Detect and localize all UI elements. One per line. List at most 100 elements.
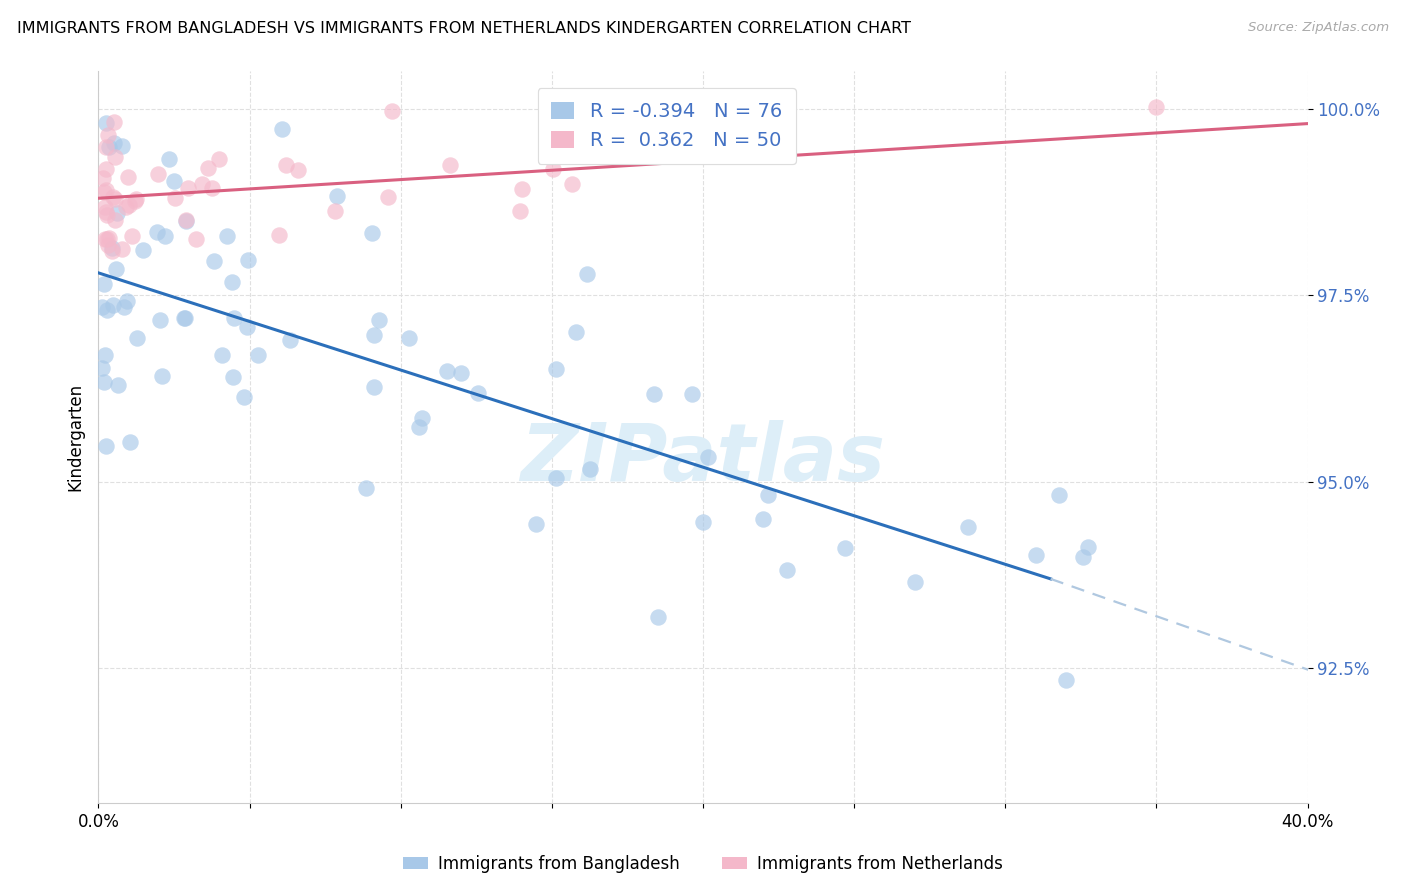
Point [1024,548,1046,562]
Point [97,140,120,154]
Point [1076,540,1098,554]
Point [115,293,138,308]
Point [439,158,461,172]
Text: ZIPatlas: ZIPatlas [520,420,886,498]
Point [186,232,208,246]
Point [97,237,120,252]
Point [94,139,117,153]
Point [692,516,714,530]
Point [576,267,599,281]
Point [114,300,136,314]
Point [103,136,125,150]
Point [174,310,197,325]
Point [509,204,531,219]
Point [146,225,169,239]
Point [104,213,127,227]
Point [957,520,980,534]
Point [236,320,259,334]
Text: IMMIGRANTS FROM BANGLADESH VS IMMIGRANTS FROM NETHERLANDS KINDERGARTEN CORRELATI: IMMIGRANTS FROM BANGLADESH VS IMMIGRANTS… [17,21,911,37]
Point [398,331,420,345]
Point [208,153,231,167]
Point [276,158,298,172]
Point [643,387,665,401]
Point [647,609,669,624]
Y-axis label: Kindergarten: Kindergarten [66,383,84,491]
Point [120,435,142,450]
Point [834,541,856,555]
Point [1047,488,1070,502]
Point [512,182,534,196]
Point [467,385,489,400]
Legend: Immigrants from Bangladesh, Immigrants from Netherlands: Immigrants from Bangladesh, Immigrants f… [396,848,1010,880]
Point [125,331,148,345]
Point [377,190,399,204]
Point [121,229,143,244]
Point [93,375,115,389]
Point [197,161,219,175]
Point [177,181,200,195]
Point [561,177,583,191]
Point [752,512,775,526]
Point [411,411,433,425]
Point [163,174,186,188]
Point [163,191,186,205]
Point [526,517,548,532]
Point [381,104,404,119]
Point [326,189,349,203]
Point [368,312,391,326]
Point [93,348,115,362]
Point [672,128,695,143]
Point [363,327,385,342]
Point [114,200,136,214]
Point [221,275,243,289]
Point [94,205,117,219]
Point [541,161,564,176]
Point [111,242,134,256]
Point [681,386,703,401]
Point [363,380,385,394]
Point [696,450,718,464]
Point [91,171,114,186]
Point [579,462,602,476]
Point [105,206,128,220]
Point [94,200,117,214]
Point [94,162,117,177]
Point [101,190,124,204]
Point [153,228,176,243]
Point [271,122,294,136]
Point [93,277,115,291]
Point [354,481,377,495]
Point [1054,673,1077,688]
Point [232,390,254,404]
Point [101,240,124,254]
Point [191,177,214,191]
Point [118,198,141,212]
Point [104,192,127,206]
Point [222,369,245,384]
Point [904,574,927,589]
Point [131,243,153,257]
Point [96,208,118,222]
Point [546,471,568,485]
Point [1144,100,1167,114]
Point [202,253,225,268]
Point [111,139,134,153]
Point [97,128,120,143]
Legend: R = -0.394   N = 76, R =  0.362   N = 50: R = -0.394 N = 76, R = 0.362 N = 50 [537,88,796,164]
Point [174,214,197,228]
Point [150,368,173,383]
Point [94,232,117,246]
Point [117,170,139,185]
Point [217,229,239,244]
Text: Source: ZipAtlas.com: Source: ZipAtlas.com [1249,21,1389,35]
Point [96,232,118,246]
Point [544,362,567,376]
Point [124,192,146,206]
Point [90,300,112,314]
Point [149,312,172,326]
Point [101,244,124,258]
Point [224,310,246,325]
Point [146,167,169,181]
Point [96,184,118,198]
Point [97,230,120,244]
